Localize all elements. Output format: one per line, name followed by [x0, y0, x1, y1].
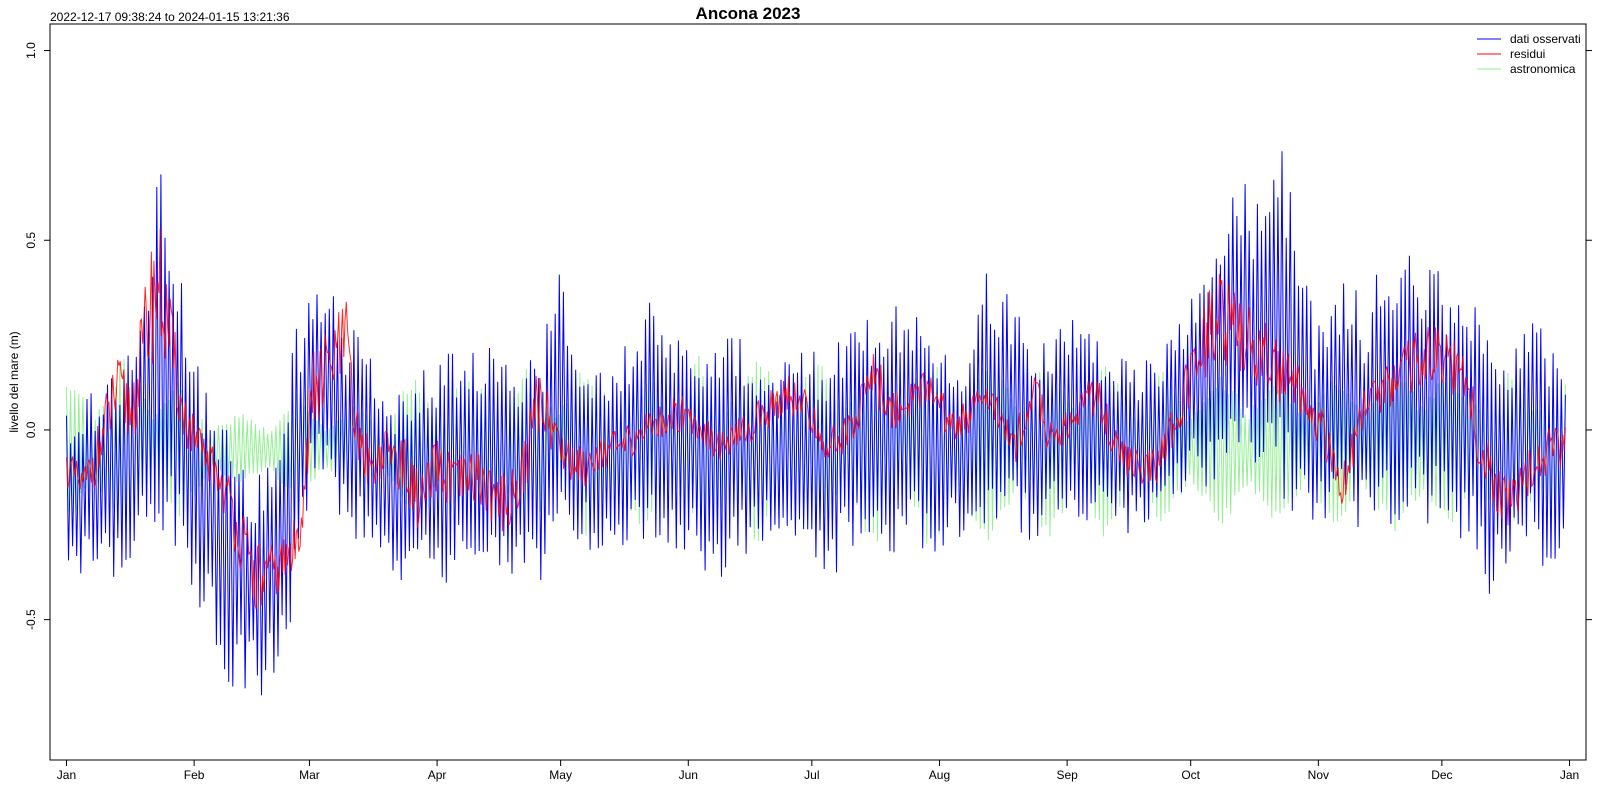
legend-label-residuals: residui — [1510, 47, 1545, 61]
x-tick-label: Oct — [1181, 768, 1200, 782]
x-tick-label: Jan — [57, 768, 76, 782]
x-tick-label: Jan — [1560, 768, 1579, 782]
legend-label-observed: dati osservati — [1510, 32, 1581, 46]
y-tick-label: -0.5 — [24, 609, 38, 630]
chart-title: Ancona 2023 — [696, 4, 801, 23]
x-tick-label: Sep — [1056, 768, 1078, 782]
x-tick-label: Feb — [184, 768, 205, 782]
y-axis-label: livello del mare (m) — [7, 331, 21, 432]
axes: -0.5 0.0 0.5 1.0 Jan Feb Mar Apr May Jun Jul Aug Sep… — [24, 42, 1592, 782]
y-tick-label: 1.0 — [24, 42, 38, 59]
x-tick-label: Mar — [299, 768, 320, 782]
date-range-label: 2022-12-17 09:38:24 to 2024-01-15 13:21:… — [50, 10, 290, 24]
x-tick-label: Jul — [804, 768, 819, 782]
x-tick-label: Apr — [428, 768, 447, 782]
series-line-dati-osservati — [66, 151, 1566, 696]
x-tick-label: Dec — [1431, 768, 1452, 782]
y-tick-label: 0.0 — [24, 421, 38, 438]
x-tick-label: Nov — [1308, 768, 1329, 782]
legend: dati osservati residui astronomica — [1477, 32, 1581, 76]
x-tick-label: Jun — [679, 768, 698, 782]
y-tick-label: 0.5 — [24, 232, 38, 249]
series-line-residui — [66, 228, 1566, 610]
x-tick-label: May — [549, 768, 572, 782]
plot-area — [66, 151, 1566, 696]
legend-label-astronomical: astronomica — [1510, 62, 1576, 76]
x-tick-label: Aug — [929, 768, 950, 782]
plot-frame — [49, 23, 1587, 761]
